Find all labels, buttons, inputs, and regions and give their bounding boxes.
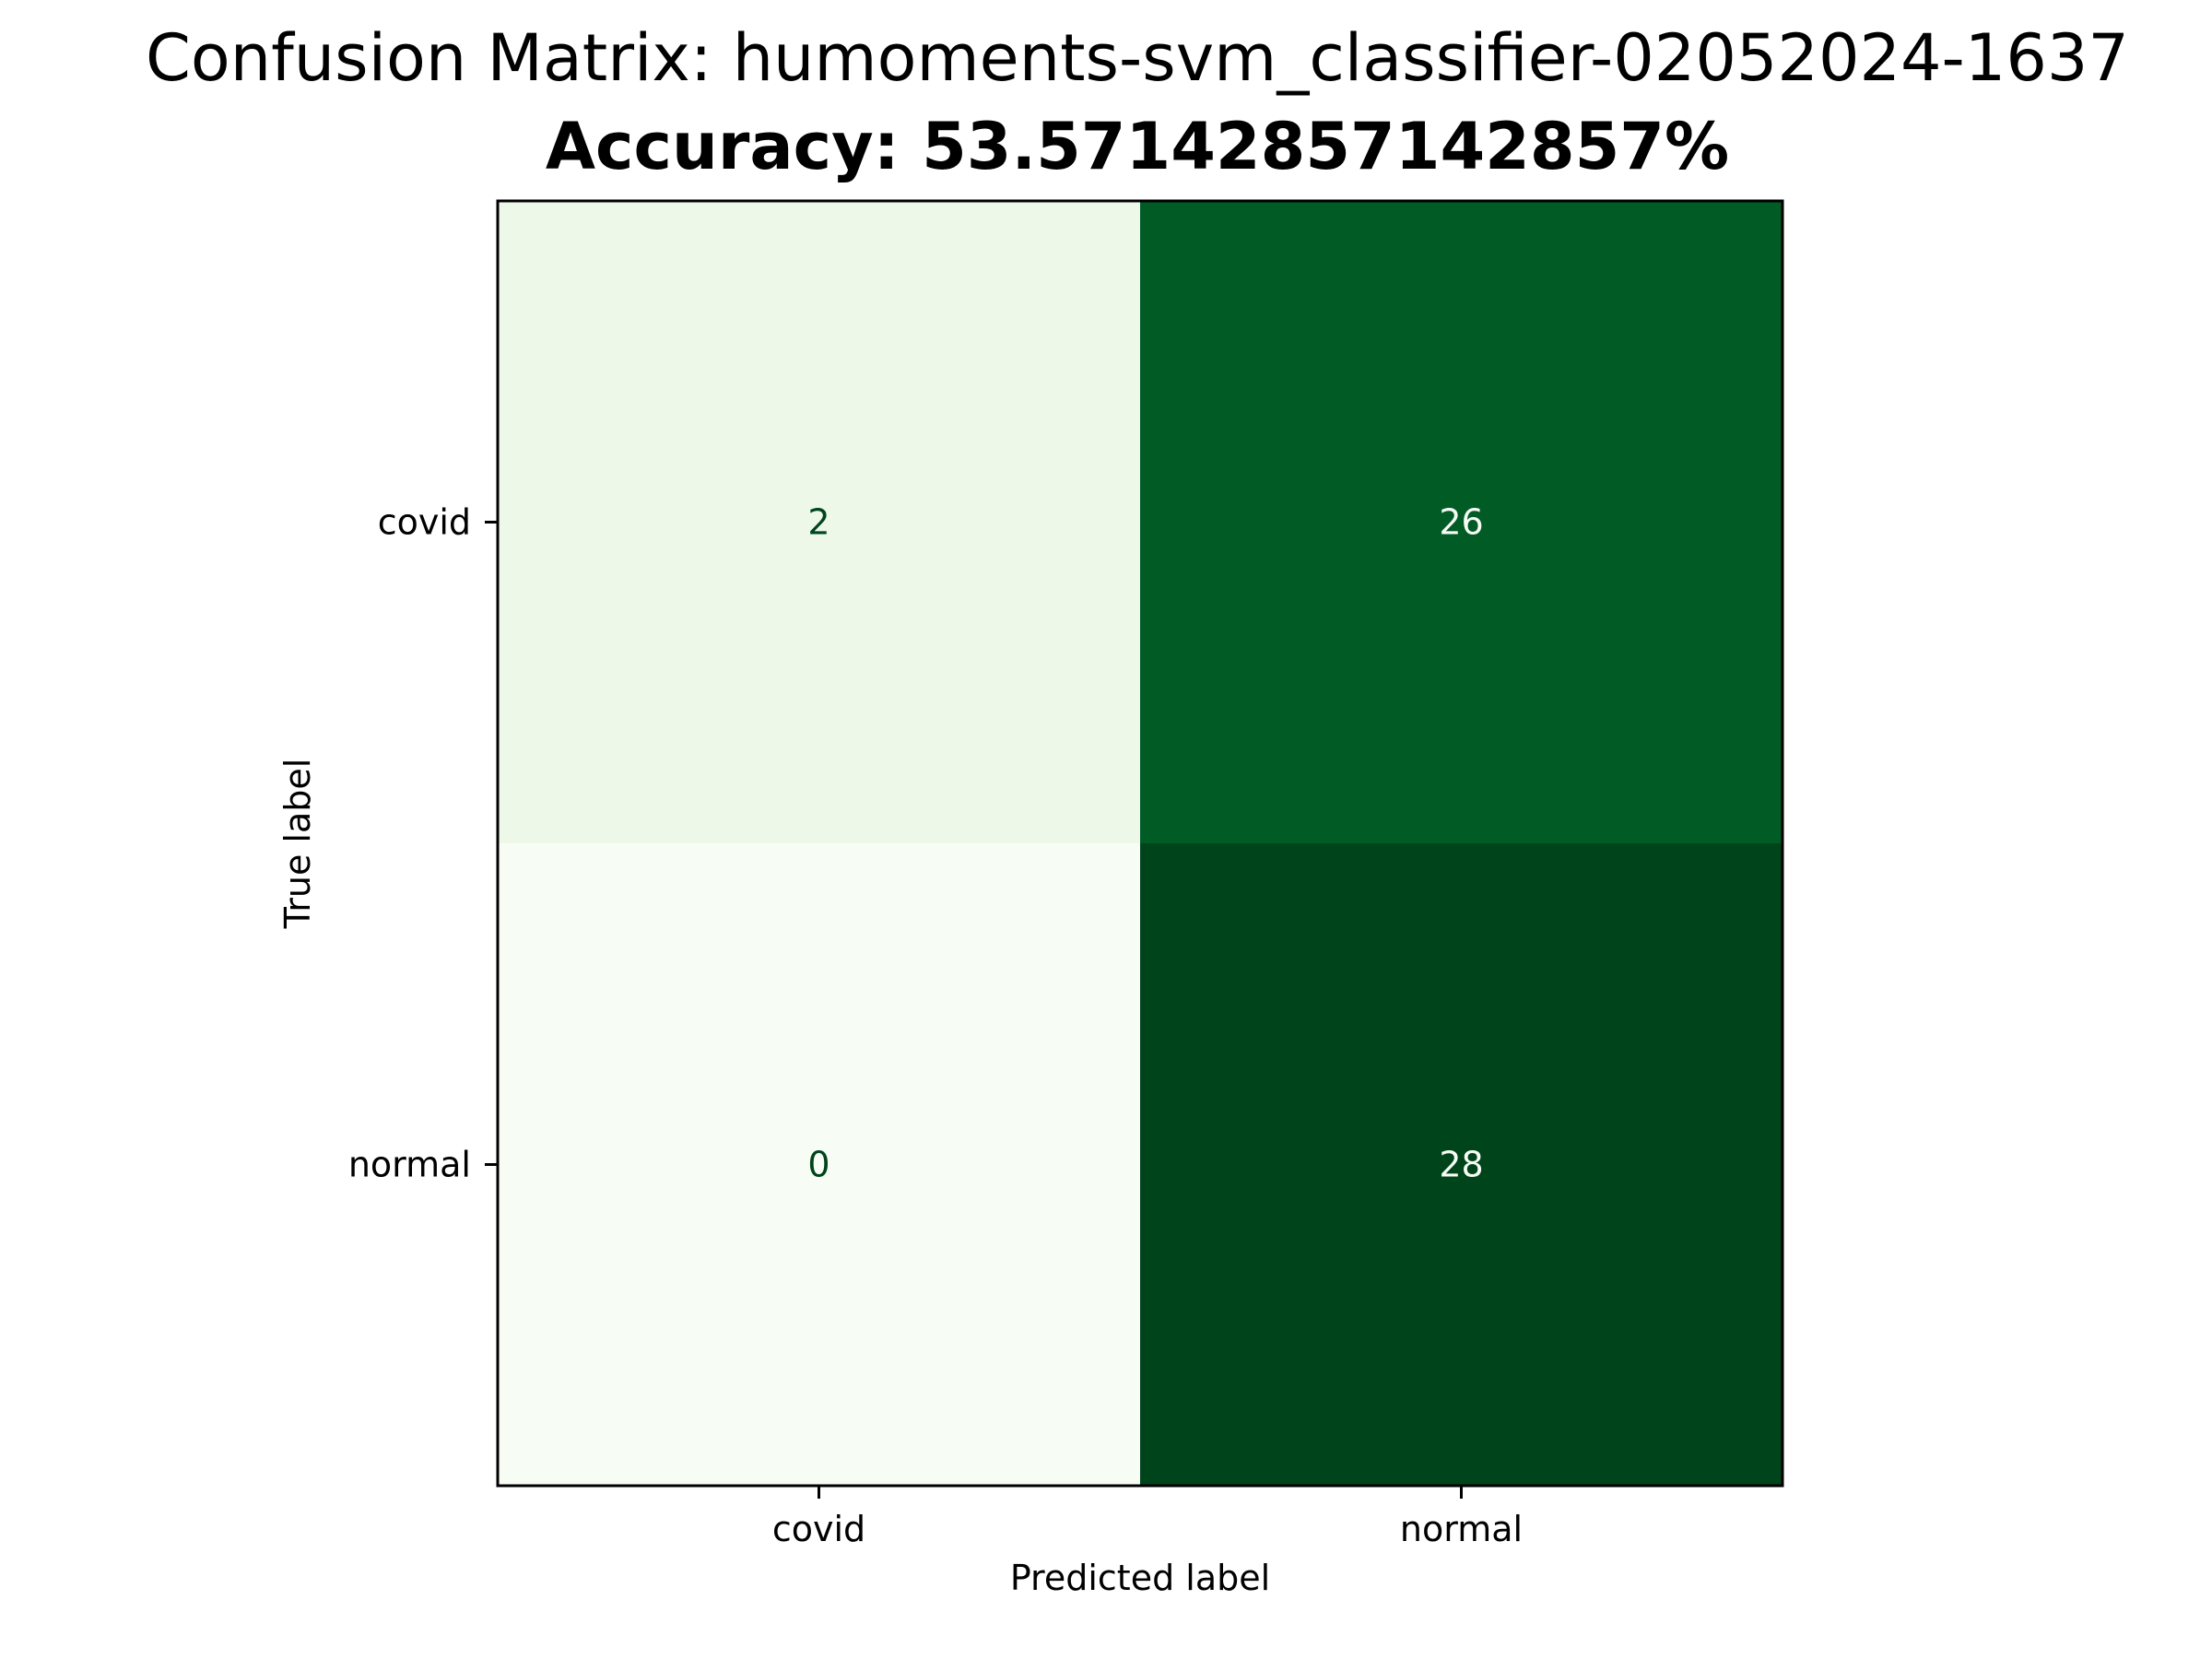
matrix-cell-labels: 2 26 0 28 [807, 502, 1483, 1185]
cell-value-label: 0 [807, 1145, 830, 1185]
x-tick-label: normal [1400, 1509, 1523, 1549]
cell-value-label: 28 [1439, 1145, 1483, 1185]
x-axis-ticks: covid normal [772, 1486, 1523, 1549]
x-axis-label: Predicted label [1010, 1558, 1270, 1598]
matrix-cell [1140, 843, 1783, 1487]
matrix-cell [1140, 201, 1783, 844]
cell-value-label: 2 [807, 502, 830, 543]
y-axis-label: True label [277, 759, 318, 930]
y-axis-ticks: covid normal [348, 502, 498, 1185]
matrix-cell [498, 843, 1141, 1487]
chart-title: Confusion Matrix: humoments-svm_classifi… [146, 20, 2129, 96]
y-tick-label: covid [378, 502, 471, 543]
matrix-cell [498, 201, 1141, 844]
x-tick-label: covid [772, 1509, 865, 1549]
chart-subtitle: Accuracy: 53.57142857142857% [546, 109, 1729, 184]
cell-value-label: 26 [1439, 502, 1483, 543]
matrix-cells [498, 201, 1783, 1487]
plot-frame [496, 199, 1784, 1488]
y-tick-label: normal [348, 1145, 471, 1185]
